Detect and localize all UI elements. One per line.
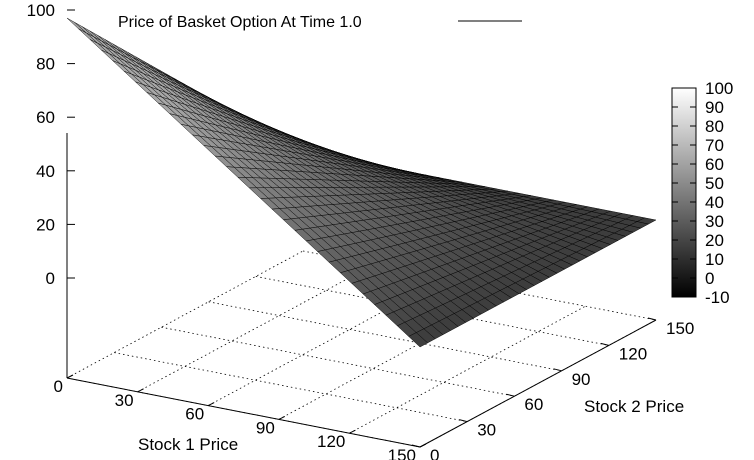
z-tick-label: 0 (46, 269, 55, 288)
y-tick-label: 120 (619, 344, 647, 363)
x-axis-ticks: 0 30 60 90 120 150 (54, 374, 427, 460)
grid-line-x (349, 305, 586, 434)
x-axis-label: Stock 1 Price (138, 435, 238, 454)
grid-line-y (255, 276, 609, 346)
y-tick-label: 150 (666, 319, 694, 338)
y-tick-mark (506, 393, 515, 397)
y-tick-label: 30 (477, 421, 496, 440)
legend-label: Price of Basket Option At Time 1.0 (118, 14, 362, 31)
y-tick-label: 0 (430, 446, 439, 460)
colorbar-tick-label: 90 (705, 98, 724, 117)
y-tick-mark (411, 444, 421, 448)
colorbar-tick-label: 0 (705, 269, 714, 288)
z-tick-label: 80 (36, 55, 55, 74)
y-tick-mark (459, 419, 468, 423)
colorbar-tick-label: 50 (705, 174, 724, 193)
colorbar-tick-label: 70 (705, 136, 724, 155)
colorbar-tick-label: 10 (705, 250, 724, 269)
x-tick-label: 0 (54, 377, 63, 396)
colorbar-tick-label: 40 (705, 193, 724, 212)
y-tick-mark (553, 368, 562, 372)
colorbar-tick-label: 60 (705, 155, 724, 174)
x-tick-label: 150 (388, 446, 416, 460)
y-axis-ticks: 0 30 60 90 120 150 (411, 317, 694, 460)
z-tick-label: 100 (27, 1, 55, 20)
x-tick-label: 30 (115, 391, 134, 410)
x-tick-mark (419, 443, 427, 448)
y-tick-label: 90 (572, 370, 591, 389)
x-tick-mark (137, 388, 144, 393)
surface-cell (74, 22, 94, 37)
y-tick-label: 60 (524, 395, 543, 414)
x-tick-mark (66, 374, 74, 379)
y-axis-label: Stock 2 Price (584, 397, 684, 416)
x-tick-mark (349, 429, 356, 434)
z-tick-label: 20 (36, 215, 55, 234)
colorbar-tick-label: 80 (705, 117, 724, 136)
x-tick-label: 90 (256, 418, 275, 437)
colorbar-tick-label: 100 (705, 79, 733, 98)
x-tick-label: 60 (185, 405, 204, 424)
grid-line-x (137, 264, 374, 393)
surface-cell (66, 17, 87, 33)
colorbar-tick-label: 20 (705, 231, 724, 250)
z-tick-label: 60 (36, 108, 55, 127)
z-axis-ticks: 0 20 40 60 80 100 (27, 1, 75, 288)
colorbar (671, 87, 697, 298)
y-tick-mark (647, 317, 657, 321)
grid-line-x (66, 250, 304, 379)
z-tick-label: 40 (36, 162, 55, 181)
y-axis-line (419, 319, 657, 448)
surface-mesh (66, 17, 657, 348)
x-tick-mark (278, 415, 286, 420)
colorbar-tick-label: -10 (705, 288, 730, 307)
grid-line-y (208, 301, 562, 372)
x-axis-line (66, 377, 421, 448)
y-tick-mark (600, 342, 609, 346)
grid-line-y (114, 352, 468, 422)
x-tick-label: 120 (317, 432, 345, 451)
colorbar-tick-label: 30 (705, 212, 724, 231)
x-tick-mark (207, 402, 215, 407)
grid-line-y (161, 326, 515, 397)
